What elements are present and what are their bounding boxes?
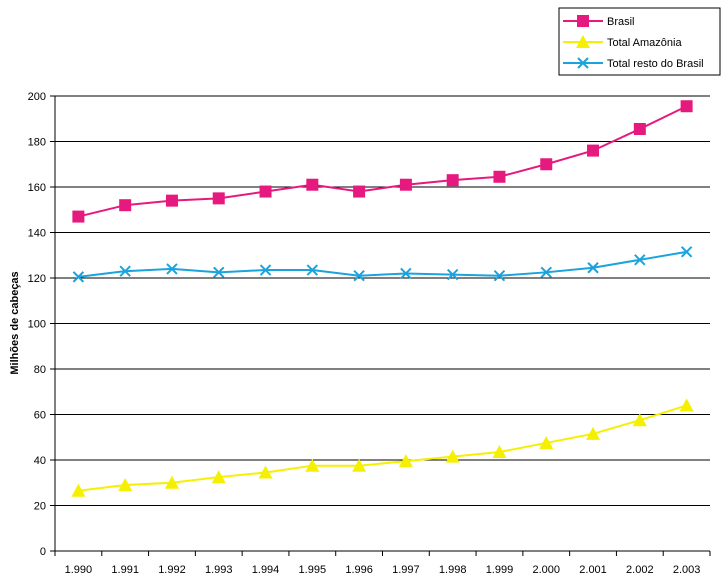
data-point [71, 483, 86, 497]
y-tick-label: 200 [28, 91, 46, 103]
x-tick-label: 1.993 [205, 564, 233, 576]
data-point [587, 144, 600, 157]
data-point [119, 199, 132, 212]
x-tick-label: 1.991 [111, 564, 139, 576]
data-point [306, 178, 319, 191]
data-point [305, 458, 320, 472]
data-point [353, 185, 366, 198]
data-point [680, 100, 693, 113]
x-tick-labels: 1.990 1.991 1.992 1.993 1.994 1.995 1.996 1.997… [54, 551, 711, 576]
data-point [353, 270, 365, 282]
data-point [445, 449, 460, 463]
legend-marker [577, 15, 589, 27]
data-point [212, 192, 225, 205]
data-point [258, 465, 273, 479]
data-point [493, 170, 506, 183]
series-1 [71, 398, 694, 497]
y-axis-label: Milhões de cabeças [9, 271, 21, 374]
x-tick-label: 2.000 [532, 564, 560, 576]
data-point [118, 478, 133, 492]
data-point [679, 398, 694, 412]
data-point [539, 435, 554, 449]
y-tick-label: 80 [34, 364, 46, 376]
data-point [72, 210, 85, 223]
data-point [540, 158, 553, 171]
y-tick-label: 120 [28, 273, 46, 285]
legend-item: Total Amazônia [563, 35, 682, 49]
data-point [492, 445, 507, 459]
data-point [72, 271, 85, 283]
x-tick-label: 1.992 [158, 564, 186, 576]
legend-item: Total resto do Brasil [563, 57, 704, 70]
x-tick-label: 1.997 [392, 564, 420, 576]
data-point [352, 458, 367, 472]
data-point [164, 475, 179, 489]
series-line [78, 250, 687, 278]
y-tick-labels: 0 20 40 60 80 100 120 140 160 180 200 [28, 91, 55, 558]
data-point [633, 122, 646, 135]
x-tick-label: 1.994 [252, 564, 280, 576]
y-tick-label: 180 [28, 137, 46, 149]
y-tick-label: 60 [34, 410, 46, 422]
legend-item: Brasil [563, 15, 635, 28]
series-0 [72, 100, 693, 223]
data-point [399, 178, 412, 191]
data-point [398, 454, 413, 468]
legend-label: Total Amazônia [607, 37, 682, 49]
x-tick-label: 1.995 [299, 564, 327, 576]
data-point [211, 470, 226, 484]
data-point [632, 413, 647, 427]
data-point [586, 426, 601, 440]
data-point [446, 268, 459, 281]
data-point [446, 174, 459, 187]
y-tick-label: 40 [34, 455, 46, 467]
series-group [71, 100, 694, 497]
x-tick-label: 2.002 [626, 564, 654, 576]
legend: Brasil Total Amazônia Total resto do Brasi… [558, 7, 721, 76]
series-line [78, 404, 687, 492]
gridlines [55, 95, 710, 506]
data-point [540, 266, 552, 279]
x-tick-label: 1.990 [65, 564, 93, 576]
data-point [493, 270, 506, 282]
y-tick-label: 0 [40, 546, 46, 558]
data-point [166, 263, 178, 275]
data-point [213, 266, 225, 279]
y-tick-label: 100 [28, 319, 46, 331]
x-tick-label: 2.001 [579, 564, 607, 576]
legend-label: Brasil [607, 16, 635, 28]
data-point [119, 265, 131, 277]
y-tick-label: 20 [34, 501, 46, 513]
x-tick-label: 1.998 [439, 564, 467, 576]
data-point [634, 254, 646, 266]
series-line [78, 105, 688, 218]
y-tick-label: 140 [28, 228, 46, 240]
legend-marker [577, 57, 589, 69]
data-point [306, 264, 319, 276]
data-point [587, 262, 599, 274]
data-point [259, 264, 272, 276]
series-2 [72, 246, 693, 283]
data-point [259, 185, 272, 198]
data-point [400, 267, 412, 280]
legend-marker [576, 35, 590, 48]
x-tick-label: 1.996 [345, 564, 373, 576]
data-point [680, 246, 693, 258]
x-tick-label: 2.003 [673, 564, 701, 576]
legend-label: Total resto do Brasil [607, 58, 704, 70]
y-tick-label: 160 [28, 182, 46, 194]
data-point [165, 194, 178, 207]
x-tick-label: 1.999 [486, 564, 514, 576]
